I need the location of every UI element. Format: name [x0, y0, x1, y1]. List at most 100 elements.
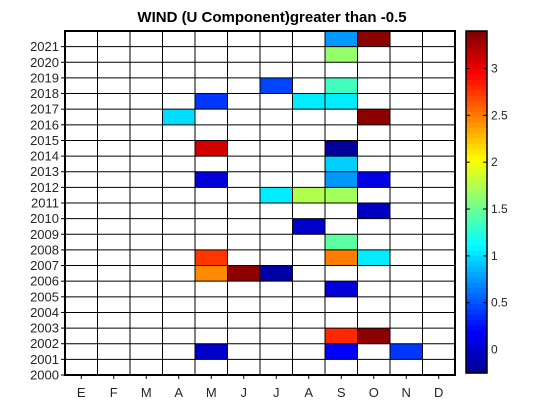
- colorbar-block: [466, 330, 487, 337]
- colorbar-block: [466, 356, 487, 363]
- colorbar-block: [466, 169, 487, 176]
- colorbar-block: [466, 111, 487, 118]
- x-tick-label: J: [241, 385, 248, 400]
- colorbar-block: [466, 207, 487, 214]
- heatmap-cell: [325, 249, 358, 266]
- y-tick-label: 2010: [30, 211, 59, 226]
- heatmap-cell: [357, 109, 390, 125]
- y-tick-label: 2003: [30, 321, 59, 336]
- heatmap-cell: [325, 171, 358, 188]
- heatmap-cell: [325, 46, 358, 63]
- colorbar-block: [466, 68, 487, 75]
- y-tick-label: 2006: [30, 274, 59, 289]
- y-tick-label: 2009: [30, 227, 59, 242]
- colorbar-block: [466, 255, 487, 262]
- heatmap-cell: [325, 140, 358, 157]
- colorbar-block: [466, 271, 487, 278]
- colorbar-block: [466, 159, 487, 166]
- colorbar-gradient: [466, 31, 487, 374]
- heatmap-cell: [195, 171, 228, 188]
- colorbar-block: [466, 244, 487, 251]
- colorbar-block: [466, 121, 487, 128]
- grid-lines: [65, 31, 455, 375]
- colorbar-block: [466, 260, 487, 267]
- x-tick-label: E: [77, 385, 86, 400]
- y-tick-label: 2015: [30, 133, 59, 148]
- x-tick-label: S: [337, 385, 346, 400]
- chart-title: WIND (U Component)greater than -0.5: [137, 9, 406, 26]
- colorbar-block: [466, 84, 487, 91]
- colorbar-block: [466, 137, 487, 144]
- colorbar-tick-label: 0.5: [491, 296, 508, 310]
- colorbar-block: [466, 308, 487, 315]
- colorbar-block: [466, 319, 487, 326]
- colorbar-block: [466, 324, 487, 331]
- heatmap-cell: [227, 265, 260, 282]
- colorbar-block: [466, 31, 487, 37]
- colorbar-block: [466, 228, 487, 235]
- colorbar-block: [466, 36, 487, 43]
- heatmap-cell: [357, 31, 390, 47]
- colorbar-ticks: 0 0.5 1 1.5 2 2.5 3: [466, 61, 508, 357]
- heatmap-cell: [390, 343, 423, 360]
- x-tick-label: M: [141, 385, 152, 400]
- colorbar-tick-label: 0: [491, 343, 498, 357]
- heatmap-cell: [325, 281, 358, 297]
- y-tick-label: 2002: [30, 336, 59, 351]
- colorbar-block: [466, 234, 487, 241]
- colorbar-block: [466, 351, 487, 358]
- heatmap-cell: [260, 265, 293, 282]
- colorbar-block: [466, 57, 487, 64]
- heatmap-cell: [195, 93, 228, 110]
- colorbar-tick-label: 1.5: [491, 202, 508, 216]
- x-tick-label: N: [402, 385, 411, 400]
- y-tick-label: 2011: [31, 196, 59, 211]
- colorbar-block: [466, 367, 487, 374]
- heatmap-cell: [325, 156, 358, 172]
- colorbar-block: [466, 212, 487, 219]
- y-tick-label: 2007: [30, 258, 59, 273]
- y-tick-label: 2012: [30, 180, 59, 195]
- colorbar-block: [466, 47, 487, 53]
- colorbar-block: [466, 218, 487, 224]
- colorbar-block: [466, 266, 487, 273]
- colorbar: 0 0.5 1 1.5 2 2.5 3: [465, 30, 508, 374]
- colorbar-block: [466, 335, 487, 342]
- y-tick-label: 2001: [30, 352, 59, 367]
- x-tick-label: F: [110, 385, 118, 400]
- colorbar-tick-label: 3: [491, 61, 498, 75]
- colorbar-block: [466, 202, 487, 208]
- colorbar-block: [466, 63, 487, 70]
- colorbar-block: [466, 127, 487, 134]
- colorbar-block: [466, 132, 487, 139]
- heatmap-cell: [260, 77, 293, 94]
- y-tick-label: 2004: [30, 305, 59, 320]
- colorbar-block: [466, 148, 487, 155]
- colorbar-block: [466, 116, 487, 123]
- x-tick-label: A: [304, 385, 313, 400]
- colorbar-block: [466, 239, 487, 246]
- colorbar-block: [466, 143, 487, 150]
- heatmap-cell: [357, 249, 390, 266]
- colorbar-block: [466, 287, 487, 294]
- colorbar-block: [466, 196, 487, 203]
- colorbar-block: [466, 41, 487, 48]
- colorbar-block: [466, 276, 487, 283]
- colorbar-block: [466, 362, 487, 369]
- heatmap-cell: [325, 343, 358, 360]
- colorbar-block: [466, 164, 487, 171]
- y-tick-label: 2017: [30, 102, 59, 117]
- colorbar-block: [466, 250, 487, 257]
- colorbar-block: [466, 89, 487, 96]
- x-tick-label: A: [174, 385, 183, 400]
- heatmap-cell: [292, 187, 325, 203]
- colorbar-block: [466, 346, 487, 353]
- heatmap-cell: [325, 234, 358, 250]
- colorbar-block: [466, 95, 487, 102]
- colorbar-block: [466, 191, 487, 198]
- colorbar-block: [466, 100, 487, 107]
- colorbar-block: [466, 153, 487, 160]
- colorbar-block: [466, 303, 487, 310]
- colorbar-tick-label: 2.5: [491, 108, 508, 122]
